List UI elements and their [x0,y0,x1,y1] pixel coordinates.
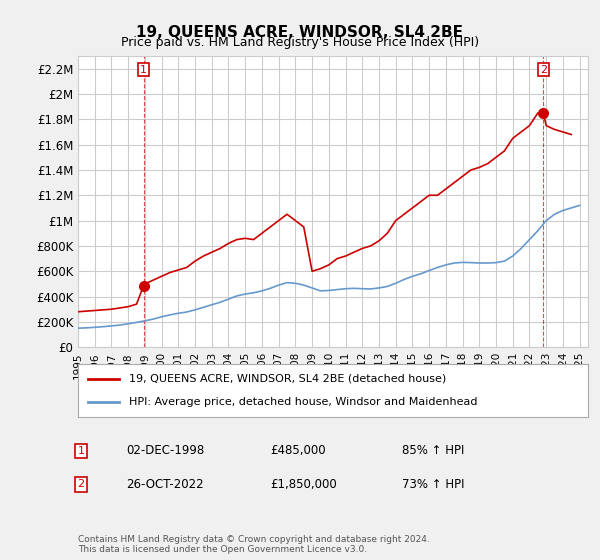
Text: 73% ↑ HPI: 73% ↑ HPI [402,478,464,491]
Text: 1: 1 [140,65,147,74]
Text: £1,850,000: £1,850,000 [270,478,337,491]
Text: Contains HM Land Registry data © Crown copyright and database right 2024.
This d: Contains HM Land Registry data © Crown c… [78,535,430,554]
Text: Price paid vs. HM Land Registry's House Price Index (HPI): Price paid vs. HM Land Registry's House … [121,36,479,49]
Text: 2: 2 [540,65,547,74]
Text: 1: 1 [77,446,85,456]
Text: 2: 2 [77,479,85,489]
Text: HPI: Average price, detached house, Windsor and Maidenhead: HPI: Average price, detached house, Wind… [129,397,478,407]
Text: 26-OCT-2022: 26-OCT-2022 [126,478,203,491]
Text: £485,000: £485,000 [270,444,326,458]
Text: 85% ↑ HPI: 85% ↑ HPI [402,444,464,458]
Text: 19, QUEENS ACRE, WINDSOR, SL4 2BE: 19, QUEENS ACRE, WINDSOR, SL4 2BE [137,25,464,40]
Text: 02-DEC-1998: 02-DEC-1998 [126,444,204,458]
Text: 19, QUEENS ACRE, WINDSOR, SL4 2BE (detached house): 19, QUEENS ACRE, WINDSOR, SL4 2BE (detac… [129,374,446,384]
